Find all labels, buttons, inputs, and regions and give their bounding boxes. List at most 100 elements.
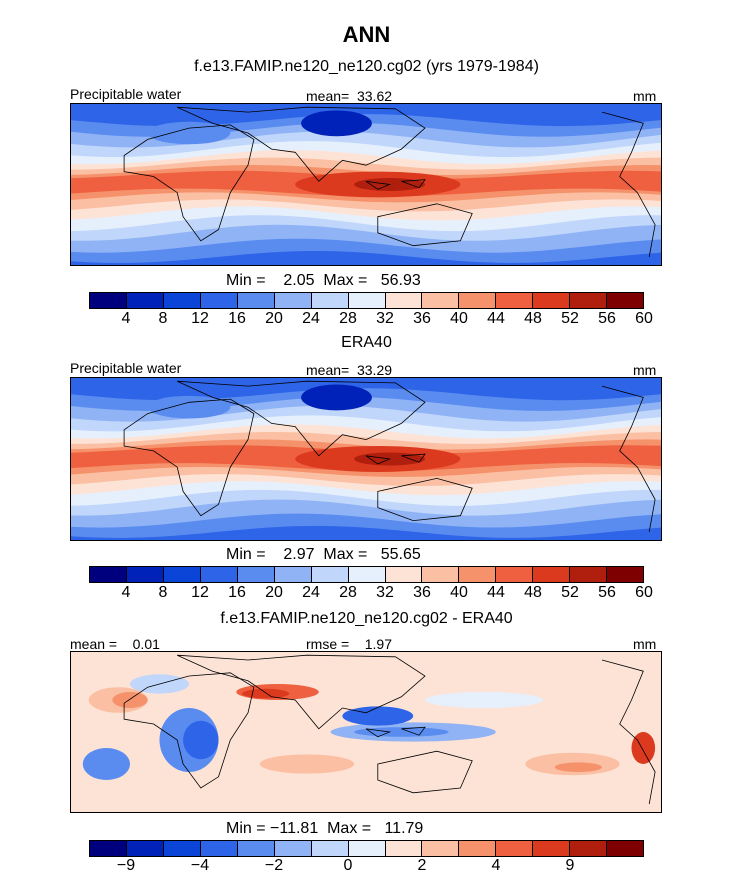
panel-2-colorbar (89, 566, 644, 583)
colorbar-tick-label: 4 (121, 584, 131, 601)
panel-3-minmax-label: Min = −11.81 Max = 11.79 (226, 820, 424, 837)
colorbar-swatch (274, 567, 312, 582)
coastline (377, 477, 473, 522)
colorbar-tick-label: −4 (190, 857, 210, 874)
panel-2-mean-label: mean= 33.29 (306, 362, 393, 378)
panel-1-minmax-label: Min = 2.05 Max = 56.93 (226, 272, 421, 289)
panel-3-subtitle: f.e13.FAMIP.ne120_ne120.cg02 - ERA40 (220, 610, 513, 627)
colorbar-tick-label: 40 (450, 310, 468, 327)
panel-3-colorbar (89, 840, 644, 857)
colorbar-tick-label: 16 (228, 584, 246, 601)
panel-1-contour-plot (71, 104, 661, 265)
colorbar-tick-label: 32 (376, 310, 394, 327)
coastline (365, 455, 392, 465)
colorbar-swatch (422, 293, 460, 308)
colorbar-tick-label: 44 (487, 310, 505, 327)
colorbar-swatch (237, 567, 275, 582)
colorbar-swatch (311, 841, 349, 856)
colorbar-tick-label: 4 (491, 857, 501, 874)
panel-2-subtitle: ERA40 (341, 334, 392, 351)
colorbar-swatch (607, 841, 644, 856)
colorbar-tick-label: −9 (116, 857, 136, 874)
colorbar-tick-label: 24 (302, 584, 320, 601)
coastline (123, 398, 255, 517)
coastline (365, 180, 392, 190)
coastline (401, 726, 426, 736)
colorbar-swatch (533, 567, 571, 582)
panel-2-map (70, 377, 662, 541)
colorbar-tick-label: 60 (635, 584, 653, 601)
colorbar-swatch (459, 841, 497, 856)
colorbar-swatch (348, 293, 386, 308)
colorbar-swatch (570, 841, 608, 856)
colorbar-swatch (533, 293, 571, 308)
panel-2-contour-plot (71, 378, 661, 540)
panel-1-units-label: mm (633, 88, 657, 104)
colorbar-swatch (90, 841, 127, 856)
colorbar-swatch (311, 567, 349, 582)
colorbar-swatch (348, 841, 386, 856)
colorbar-swatch (607, 293, 644, 308)
panel-3-mean-label: mean = 0.01 (70, 636, 160, 652)
colorbar-swatch (163, 293, 201, 308)
colorbar-swatch (163, 841, 201, 856)
colorbar-swatch (570, 293, 608, 308)
coastline (377, 203, 473, 247)
colorbar-tick-label: 12 (191, 584, 209, 601)
coastline (601, 111, 656, 257)
colorbar-swatch (237, 293, 275, 308)
coastline (601, 659, 656, 805)
colorbar-swatch (200, 841, 238, 856)
colorbar-swatch (570, 567, 608, 582)
colorbar-tick-label: 52 (561, 584, 579, 601)
panel-3-rmse-label: rmse = 1.97 (306, 636, 392, 652)
colorbar-swatch (311, 293, 349, 308)
colorbar-tick-label: 44 (487, 584, 505, 601)
colorbar-tick-label: 0 (343, 857, 353, 874)
colorbar-tick-label: 20 (265, 584, 283, 601)
colorbar-swatch (459, 567, 497, 582)
colorbar-tick-label: 4 (121, 310, 131, 327)
colorbar-swatch (90, 567, 127, 582)
panel-1-colorbar (89, 292, 644, 309)
colorbar-swatch (90, 293, 127, 308)
colorbar-tick-label: 48 (524, 584, 542, 601)
panel-1-variable-label: Precipitable water (70, 86, 182, 102)
colorbar-tick-label: 56 (598, 310, 616, 327)
colorbar-swatch (385, 293, 423, 308)
colorbar-swatch (422, 841, 460, 856)
colorbar-swatch (422, 567, 460, 582)
colorbar-tick-label: 12 (191, 310, 209, 327)
colorbar-tick-label: 8 (158, 310, 168, 327)
panel-3-units-label: mm (633, 636, 657, 652)
colorbar-tick-label: 36 (413, 584, 431, 601)
colorbar-swatch (126, 567, 164, 582)
colorbar-swatch (274, 293, 312, 308)
colorbar-swatch (348, 567, 386, 582)
page-title: ANN (342, 22, 391, 47)
panel-1-map (70, 103, 662, 266)
colorbar-tick-label: 16 (228, 310, 246, 327)
colorbar-tick-label: 24 (302, 310, 320, 327)
colorbar-swatch (496, 841, 534, 856)
coastline (365, 728, 392, 738)
panel-2-minmax-label: Min = 2.97 Max = 55.65 (226, 546, 421, 563)
colorbar-swatch (385, 567, 423, 582)
colorbar-tick-label: 28 (339, 310, 357, 327)
colorbar-tick-label: 60 (635, 310, 653, 327)
colorbar-tick-label: 2 (417, 857, 427, 874)
colorbar-tick-label: 20 (265, 310, 283, 327)
coastline (177, 654, 426, 730)
colorbar-swatch (496, 567, 534, 582)
colorbar-tick-label: 32 (376, 584, 394, 601)
panel-2-variable-label: Precipitable water (70, 360, 182, 376)
coastline (123, 124, 255, 242)
panel-1-subtitle: f.e13.FAMIP.ne120_ne120.cg02 (yrs 1979-1… (194, 58, 539, 75)
colorbar-swatch (126, 841, 164, 856)
colorbar-tick-label: 28 (339, 584, 357, 601)
colorbar-swatch (126, 293, 164, 308)
colorbar-tick-label: 8 (158, 584, 168, 601)
coastline (177, 380, 426, 457)
colorbar-swatch (533, 841, 571, 856)
colorbar-tick-label: 36 (413, 310, 431, 327)
